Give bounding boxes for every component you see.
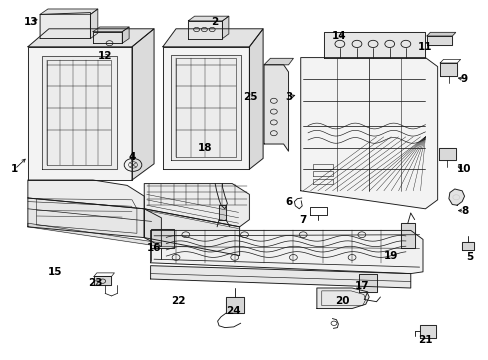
Text: 6: 6	[285, 197, 291, 207]
Text: 16: 16	[146, 243, 161, 253]
Polygon shape	[249, 29, 263, 169]
Text: 12: 12	[98, 51, 112, 61]
Polygon shape	[188, 21, 222, 39]
Polygon shape	[28, 223, 161, 247]
Polygon shape	[93, 27, 129, 32]
Text: 4: 4	[128, 152, 136, 162]
Polygon shape	[28, 198, 144, 238]
Polygon shape	[28, 180, 144, 209]
Text: 15: 15	[47, 267, 62, 277]
Text: 11: 11	[417, 42, 432, 52]
Polygon shape	[324, 32, 425, 58]
Polygon shape	[448, 189, 464, 205]
Polygon shape	[163, 29, 263, 47]
Polygon shape	[461, 242, 473, 250]
Text: 18: 18	[198, 143, 212, 153]
Polygon shape	[426, 32, 455, 36]
Text: 5: 5	[465, 252, 472, 262]
Polygon shape	[144, 184, 249, 227]
Text: 13: 13	[23, 17, 38, 27]
Polygon shape	[90, 9, 98, 39]
Polygon shape	[222, 16, 228, 39]
Polygon shape	[163, 47, 249, 169]
Polygon shape	[40, 9, 98, 14]
Polygon shape	[426, 36, 451, 45]
Polygon shape	[171, 55, 241, 160]
Polygon shape	[122, 27, 129, 43]
Text: 21: 21	[417, 335, 432, 345]
Polygon shape	[144, 209, 161, 247]
Polygon shape	[316, 288, 368, 309]
Text: 20: 20	[334, 296, 349, 306]
Polygon shape	[144, 209, 239, 256]
Polygon shape	[93, 32, 122, 43]
Polygon shape	[150, 266, 410, 288]
Polygon shape	[40, 13, 90, 39]
Text: 8: 8	[460, 206, 467, 216]
Polygon shape	[300, 58, 437, 209]
Polygon shape	[225, 297, 243, 313]
Polygon shape	[264, 65, 288, 151]
Text: 10: 10	[456, 164, 471, 174]
Text: 17: 17	[354, 281, 368, 291]
Polygon shape	[439, 63, 456, 76]
Polygon shape	[419, 325, 435, 338]
Polygon shape	[264, 58, 293, 65]
Polygon shape	[438, 148, 455, 160]
Polygon shape	[132, 29, 154, 180]
Polygon shape	[219, 205, 225, 220]
Polygon shape	[94, 276, 111, 285]
Polygon shape	[28, 47, 132, 180]
Text: 3: 3	[285, 92, 291, 102]
Text: 2: 2	[211, 17, 218, 27]
Polygon shape	[150, 229, 173, 248]
Polygon shape	[28, 29, 154, 47]
Text: 9: 9	[460, 74, 467, 84]
Text: 14: 14	[331, 31, 346, 41]
Text: 1: 1	[11, 164, 18, 174]
Text: 23: 23	[88, 278, 102, 288]
Polygon shape	[188, 16, 228, 21]
Text: 25: 25	[243, 92, 257, 102]
Text: 24: 24	[225, 306, 240, 316]
Text: 7: 7	[299, 215, 306, 225]
Polygon shape	[41, 56, 117, 169]
Text: 19: 19	[383, 251, 398, 261]
Polygon shape	[150, 230, 422, 274]
Polygon shape	[359, 274, 376, 292]
Polygon shape	[400, 223, 414, 248]
Text: 22: 22	[171, 296, 185, 306]
